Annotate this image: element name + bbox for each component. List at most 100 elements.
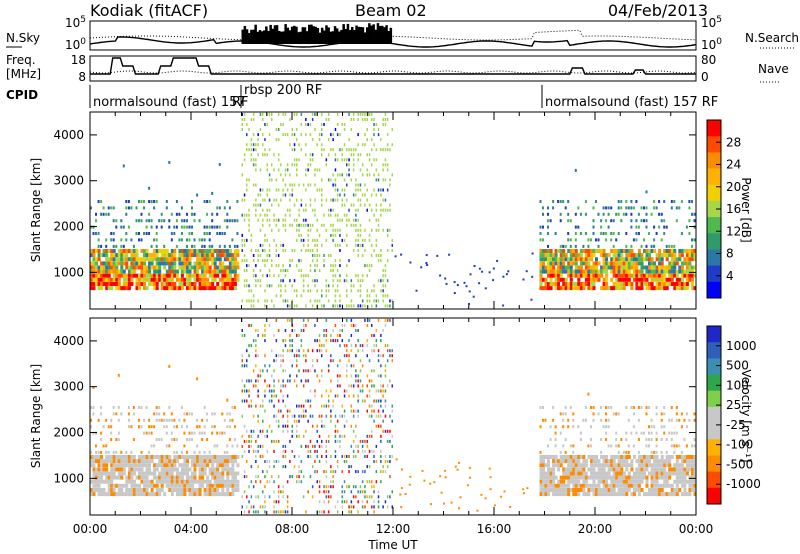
cell-236 (140, 257, 144, 262)
cell-1363 (241, 399, 243, 403)
cell-2130 (380, 424, 382, 428)
cell-1347 (693, 475, 697, 480)
cell-971 (607, 459, 611, 464)
cell-312 (158, 418, 161, 422)
cell-1035 (622, 488, 626, 492)
cell-1866 (334, 414, 337, 418)
cell-253 (143, 206, 145, 210)
cell-1158 (643, 277, 646, 282)
cell-2208 (522, 492, 525, 495)
cell-1157 (650, 463, 654, 468)
cell-1957 (339, 294, 341, 298)
cell-1829 (316, 243, 318, 247)
cell-1010 (617, 492, 621, 497)
cell-220 (138, 455, 141, 459)
cell-1278 (668, 249, 672, 253)
cell-1620 (286, 414, 289, 418)
cell-2281 (507, 270, 510, 273)
cell-2015 (361, 500, 364, 504)
cell-2239 (480, 493, 483, 496)
cell-861 (582, 467, 586, 472)
cell-527 (206, 483, 210, 488)
cell-1311 (675, 206, 678, 210)
cell-2149 (371, 304, 373, 308)
cell-690 (236, 249, 240, 253)
cell-480 (193, 282, 197, 286)
cell-43 (97, 244, 100, 248)
cell-102 (110, 431, 113, 435)
cell-1844 (318, 133, 321, 137)
cell-2053 (355, 213, 357, 217)
cell-2001 (357, 379, 359, 383)
cell-26 (95, 479, 98, 484)
cell-216 (135, 232, 138, 235)
cell-1060 (620, 206, 623, 210)
cell-2083 (359, 289, 362, 293)
cell-108 (112, 265, 116, 270)
cell-1454 (257, 444, 259, 448)
cell-1619 (280, 198, 282, 202)
cell-2066 (357, 243, 359, 247)
cell-689 (236, 253, 240, 258)
cell-788 (567, 492, 571, 497)
cell-393 (175, 467, 179, 472)
cell-592 (221, 483, 225, 488)
cell-312 (155, 244, 158, 248)
noise-bar-68 (387, 31, 390, 44)
cell-416 (180, 277, 184, 282)
cell-249 (145, 483, 149, 488)
cell-728 (544, 249, 548, 253)
cell-1877 (336, 394, 339, 398)
cell-768 (554, 269, 558, 274)
cell-1798 (311, 223, 314, 227)
cell-1198 (658, 463, 662, 468)
cell-319 (158, 269, 162, 274)
cell-621 (226, 455, 230, 459)
cell-2124 (380, 470, 382, 474)
cell-644 (226, 253, 230, 258)
cell-58 (102, 282, 106, 286)
cell-2236 (399, 493, 402, 496)
cell-1671 (289, 173, 291, 177)
cell-451 (186, 225, 188, 229)
cell-208 (135, 475, 139, 480)
cell-995 (607, 261, 611, 266)
cell-1601 (277, 264, 280, 268)
cell-1932 (346, 344, 348, 348)
cell-1530 (273, 500, 275, 504)
x-tick-label-4: 16:00 (477, 522, 512, 536)
cell-1685 (300, 460, 303, 463)
cell-114 (112, 450, 115, 454)
noise-bar-65 (381, 25, 384, 44)
freq-label: Freq. (6, 53, 36, 67)
cell-561 (213, 475, 217, 480)
cell-1568 (268, 112, 271, 116)
cell-1336 (683, 261, 687, 266)
cell-2214 (380, 138, 382, 142)
cell-443 (186, 438, 188, 441)
cell-230 (140, 282, 144, 286)
cell-494 (198, 471, 202, 476)
cell-1470 (259, 404, 262, 408)
cell-1529 (273, 505, 275, 509)
cell-5 (90, 265, 93, 270)
cell-1880 (336, 374, 339, 378)
cell-1503 (266, 470, 268, 474)
cell-1172 (653, 459, 657, 464)
cell-874 (577, 225, 580, 229)
cell-1995 (357, 444, 359, 448)
cell-74 (105, 261, 109, 266)
cell-1498 (259, 269, 262, 273)
cell-300 (153, 206, 156, 210)
cell-1941 (336, 279, 339, 283)
vel-cbar-swatch-10 (707, 487, 721, 505)
cell-610 (218, 232, 221, 235)
cell-1443 (255, 364, 257, 368)
cell-2188 (389, 318, 391, 322)
cell-816 (564, 206, 567, 210)
cell-513 (203, 492, 207, 497)
cell-422 (183, 483, 187, 488)
cell-1897 (341, 490, 343, 494)
cell-1940 (348, 394, 350, 398)
